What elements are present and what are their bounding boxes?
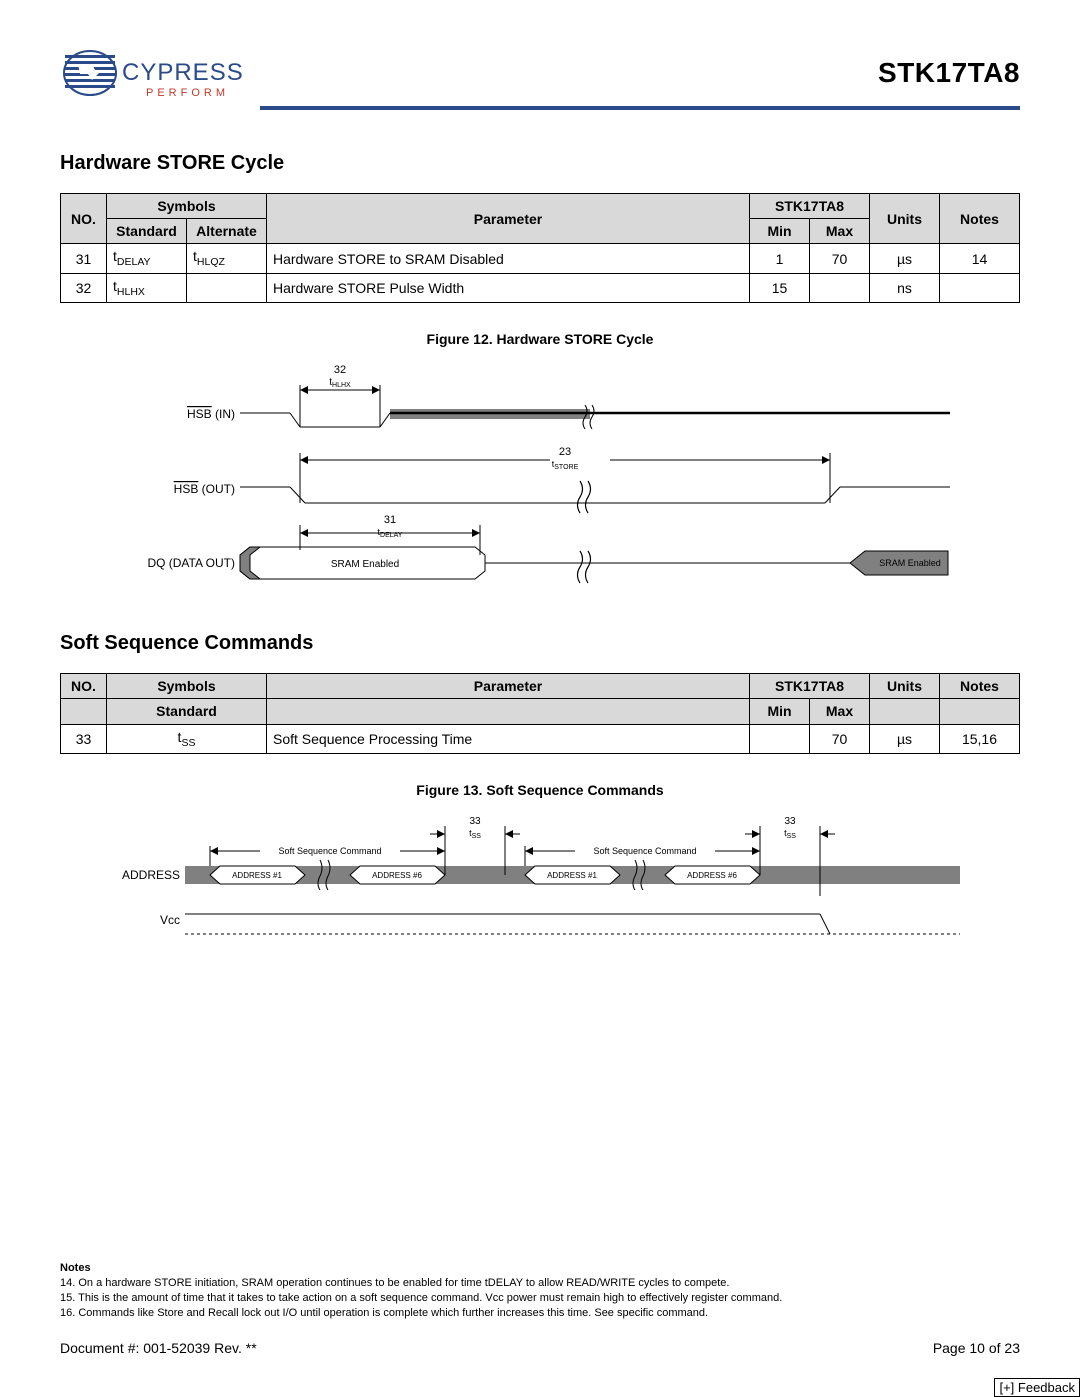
- table-header-row: NO. Symbols Parameter STK17TA8 Units Not…: [61, 674, 1020, 699]
- col-max: Max: [810, 219, 870, 244]
- note-item: 16. Commands like Store and Recall lock …: [60, 1306, 1020, 1321]
- col-parameter: Parameter: [267, 194, 750, 244]
- svg-text:33: 33: [784, 816, 796, 827]
- table-row: 31 tDELAY tHLQZ Hardware STORE to SRAM D…: [61, 244, 1020, 273]
- svg-text:23: 23: [559, 446, 571, 458]
- page-footer: Document #: 001-52039 Rev. ** Page 10 of…: [60, 1340, 1020, 1356]
- col-standard: Standard: [107, 219, 187, 244]
- col-parameter: Parameter: [267, 674, 750, 699]
- table-row: 32 tHLHX Hardware STORE Pulse Width 15 n…: [61, 273, 1020, 302]
- svg-text:tDELAY: tDELAY: [378, 527, 403, 539]
- col-min: Min: [750, 219, 810, 244]
- notes-heading: Notes: [60, 1261, 1020, 1276]
- page-header: CYPRESS PERFORM STK17TA8: [60, 38, 1020, 108]
- figure13-diagram: ADDRESS ADDRESS #1 ADDRESS #6 33 tSS: [60, 806, 1020, 951]
- page-number: Page 10 of 23: [933, 1340, 1020, 1356]
- section-title-soft-sequence: Soft Sequence Commands: [60, 632, 1020, 655]
- svg-text:ADDRESS: ADDRESS: [122, 868, 180, 882]
- col-units: Units: [870, 674, 940, 699]
- table-header-row: Standard Min Max: [61, 699, 1020, 724]
- col-notes: Notes: [940, 674, 1020, 699]
- table-header-row: NO. Symbols Parameter STK17TA8 Units Not…: [61, 194, 1020, 219]
- feedback-button[interactable]: [+] Feedback: [994, 1378, 1080, 1397]
- figure12-caption: Figure 12. Hardware STORE Cycle: [60, 331, 1020, 347]
- svg-text:HSB (OUT): HSB (OUT): [174, 482, 235, 496]
- col-notes: Notes: [940, 194, 1020, 244]
- svg-text:SRAM Enabled: SRAM Enabled: [879, 558, 941, 568]
- notes-block: Notes 14. On a hardware STORE initiation…: [60, 1261, 1020, 1320]
- table-hardware-store: NO. Symbols Parameter STK17TA8 Units Not…: [60, 193, 1020, 303]
- svg-text:31: 31: [384, 514, 396, 526]
- svg-text:PERFORM: PERFORM: [146, 87, 229, 99]
- doc-number: Document #: 001-52039 Rev. **: [60, 1340, 257, 1356]
- col-max: Max: [810, 699, 870, 724]
- table-row: 33 tSS Soft Sequence Processing Time 70 …: [61, 724, 1020, 753]
- part-number: STK17TA8: [878, 57, 1020, 89]
- figure13-caption: Figure 13. Soft Sequence Commands: [60, 782, 1020, 798]
- col-symbols: Symbols: [107, 674, 267, 699]
- col-no: NO.: [61, 194, 107, 244]
- col-standard: Standard: [107, 699, 267, 724]
- svg-text:32: 32: [334, 364, 346, 376]
- svg-text:tHLHX: tHLHX: [329, 377, 351, 389]
- svg-text:SRAM Enabled: SRAM Enabled: [331, 559, 399, 570]
- col-device: STK17TA8: [750, 194, 870, 219]
- svg-text:tSS: tSS: [469, 828, 481, 840]
- svg-text:tSTORE: tSTORE: [552, 459, 579, 471]
- svg-text:Soft Sequence Command: Soft Sequence Command: [278, 846, 381, 856]
- col-no: NO.: [61, 674, 107, 699]
- svg-text:ADDRESS #1: ADDRESS #1: [232, 871, 282, 880]
- col-alternate: Alternate: [187, 219, 267, 244]
- table-soft-sequence: NO. Symbols Parameter STK17TA8 Units Not…: [60, 673, 1020, 754]
- svg-text:33: 33: [469, 816, 481, 827]
- figure12-diagram: HSB (IN) 32 tHLHX HSB (OUT): [60, 355, 1020, 590]
- svg-text:CYPRESS: CYPRESS: [122, 59, 244, 86]
- col-device: STK17TA8: [750, 674, 870, 699]
- cypress-logo: CYPRESS PERFORM: [60, 38, 250, 108]
- header-rule: [260, 106, 1020, 110]
- svg-text:Soft Sequence Command: Soft Sequence Command: [593, 846, 696, 856]
- note-item: 15. This is the amount of time that it t…: [60, 1291, 1020, 1306]
- svg-text:DQ (DATA OUT): DQ (DATA OUT): [147, 556, 235, 570]
- col-min: Min: [750, 699, 810, 724]
- svg-text:HSB (IN): HSB (IN): [187, 407, 235, 421]
- svg-text:ADDRESS #1: ADDRESS #1: [547, 871, 597, 880]
- svg-text:ADDRESS #6: ADDRESS #6: [687, 871, 737, 880]
- svg-text:tSS: tSS: [784, 828, 796, 840]
- svg-text:Vcc: Vcc: [160, 913, 180, 927]
- svg-text:ADDRESS #6: ADDRESS #6: [372, 871, 422, 880]
- section-title-hardware-store: Hardware STORE Cycle: [60, 152, 1020, 175]
- col-units: Units: [870, 194, 940, 244]
- note-item: 14. On a hardware STORE initiation, SRAM…: [60, 1276, 1020, 1291]
- col-symbols: Symbols: [107, 194, 267, 219]
